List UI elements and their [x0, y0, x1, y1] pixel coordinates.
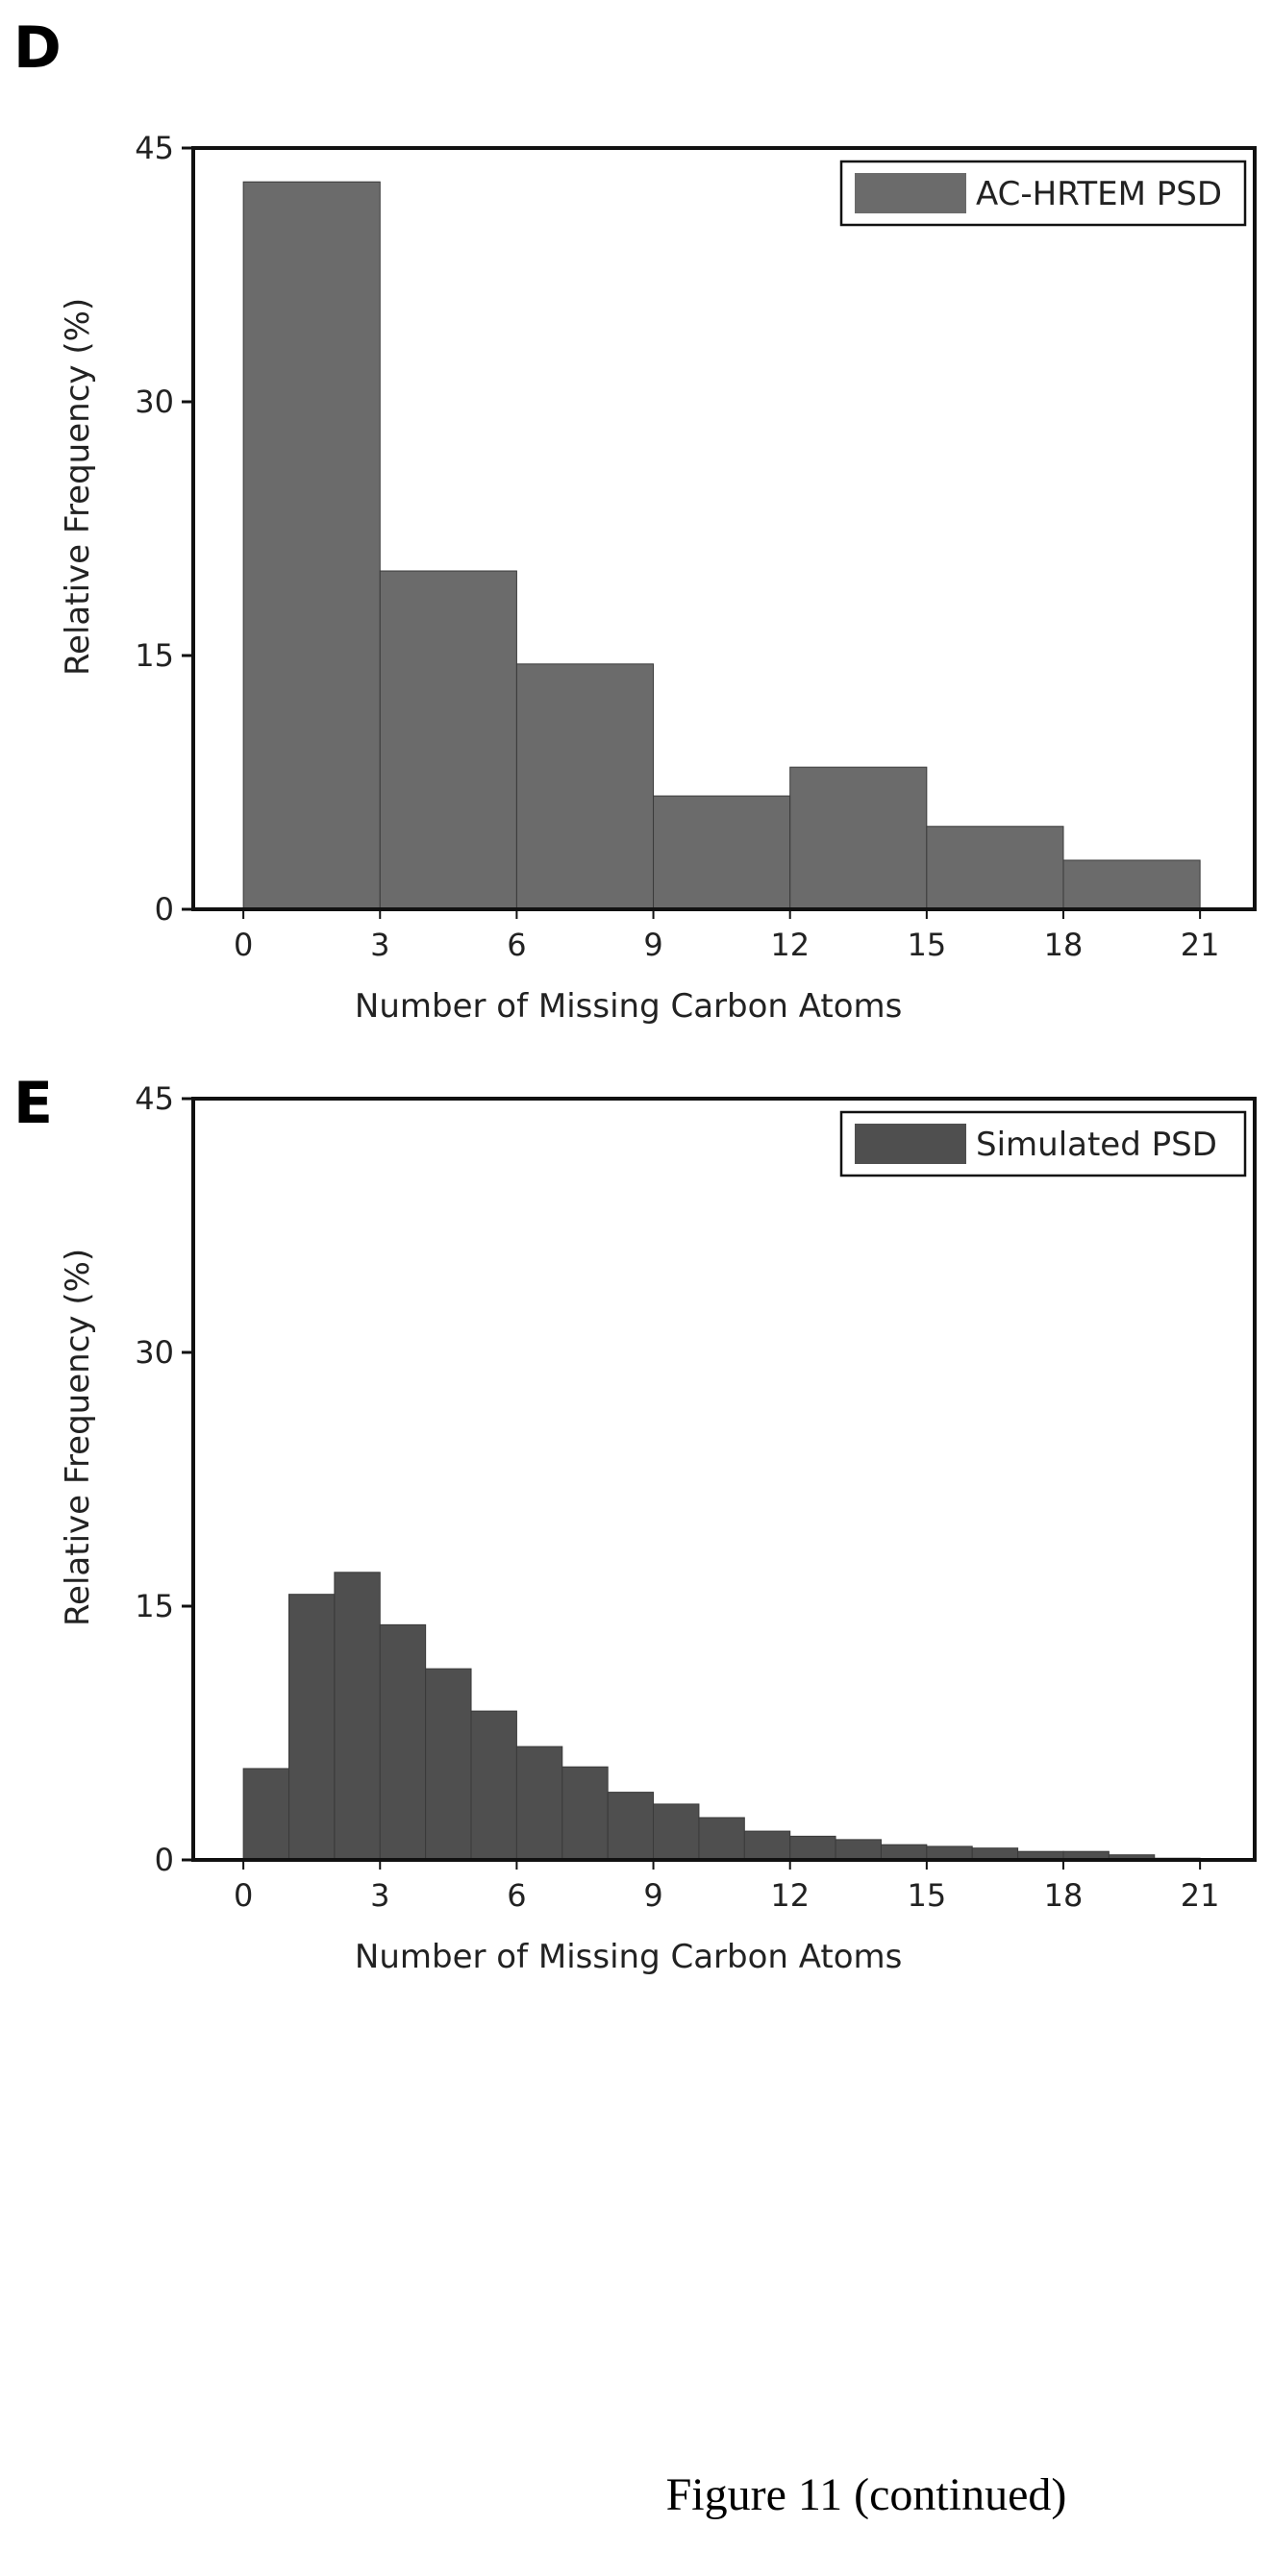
- histogram-bar: [743, 1830, 791, 1861]
- panel-e: E 0 15 30 45 0 3 6 9 12 15 18 21 Relative Frequenc…: [13, 1070, 1257, 1976]
- histogram-bar: [607, 1792, 655, 1861]
- histogram-bar: [880, 1844, 928, 1861]
- histogram-bar: [515, 1746, 563, 1861]
- y-tick-label: 30: [135, 384, 174, 420]
- y-tick-label: 0: [155, 1842, 174, 1878]
- histogram-bar: [835, 1839, 882, 1861]
- y-tick-label: 45: [135, 1080, 174, 1117]
- histogram-bar: [425, 1668, 472, 1861]
- histogram-bar: [288, 1594, 336, 1861]
- histogram-bar: [653, 1803, 700, 1861]
- histogram-bar: [242, 181, 381, 910]
- x-tick-label: 0: [234, 1877, 253, 1914]
- x-tick-label: 12: [770, 927, 810, 963]
- x-axis-title: Number of Missing Carbon Atoms: [355, 1938, 902, 1976]
- panel-d: D 0 15 30 45 0 3 6 9 12 15 18 21 Relative Frequenc…: [13, 14, 1257, 1026]
- y-tick-label: 15: [135, 637, 174, 674]
- legend-swatch: [855, 173, 966, 213]
- plot-frame: [191, 1097, 1257, 1862]
- y-axis-ticks: 0 15 30 45: [135, 1080, 193, 1878]
- x-tick-label: 6: [507, 927, 526, 963]
- y-tick-label: 15: [135, 1588, 174, 1624]
- x-tick-label: 21: [1181, 927, 1220, 963]
- x-tick-label: 3: [370, 1877, 389, 1914]
- histogram-bar: [1062, 859, 1201, 910]
- histogram-bar: [515, 663, 655, 910]
- x-axis-ticks: 0 3 6 9 12 15 18 21: [234, 1860, 1220, 1914]
- panel-letter-d: D: [13, 14, 62, 82]
- bar-group: [242, 1572, 1201, 1861]
- y-tick-label: 0: [155, 891, 174, 928]
- legend: AC-HRTEM PSD: [839, 160, 1247, 227]
- x-tick-label: 12: [770, 1877, 810, 1914]
- histogram-bar: [789, 1835, 836, 1861]
- y-axis-title: Relative Frequency (%): [59, 1249, 97, 1626]
- histogram-bar: [379, 1623, 427, 1861]
- x-tick-label: 18: [1044, 1877, 1084, 1914]
- x-tick-label: 15: [907, 927, 946, 963]
- plot-frame: [191, 146, 1257, 911]
- histogram-bar: [789, 766, 928, 910]
- histogram-bar: [926, 826, 1064, 910]
- histogram-bar: [379, 570, 517, 910]
- legend-swatch: [855, 1124, 966, 1164]
- figure-caption: Figure 11 (continued): [666, 2469, 1067, 2520]
- legend-label: Simulated PSD: [976, 1126, 1217, 1164]
- y-axis-ticks: 0 15 30 45: [135, 130, 193, 928]
- x-axis-ticks: 0 3 6 9 12 15 18 21: [234, 909, 1220, 963]
- x-tick-label: 0: [234, 927, 253, 963]
- y-tick-label: 30: [135, 1334, 174, 1371]
- histogram-bar: [470, 1710, 517, 1861]
- y-tick-label: 45: [135, 130, 174, 166]
- x-axis-title: Number of Missing Carbon Atoms: [355, 987, 902, 1026]
- x-tick-label: 21: [1181, 1877, 1220, 1914]
- histogram-bar: [698, 1817, 745, 1861]
- x-tick-label: 9: [643, 927, 662, 963]
- histogram-bar: [561, 1766, 609, 1861]
- x-tick-label: 9: [643, 1877, 662, 1914]
- y-axis-title: Relative Frequency (%): [59, 298, 97, 676]
- bar-group: [242, 181, 1201, 910]
- panel-letter-e: E: [13, 1070, 53, 1137]
- histogram-bar: [926, 1845, 973, 1861]
- x-tick-label: 6: [507, 1877, 526, 1914]
- x-tick-label: 3: [370, 927, 389, 963]
- histogram-bar: [242, 1768, 290, 1861]
- histogram-bar: [334, 1572, 381, 1861]
- legend-label: AC-HRTEM PSD: [976, 175, 1222, 213]
- x-tick-label: 15: [907, 1877, 946, 1914]
- legend: Simulated PSD: [839, 1110, 1247, 1177]
- x-tick-label: 18: [1044, 927, 1084, 963]
- histogram-bar: [653, 795, 791, 910]
